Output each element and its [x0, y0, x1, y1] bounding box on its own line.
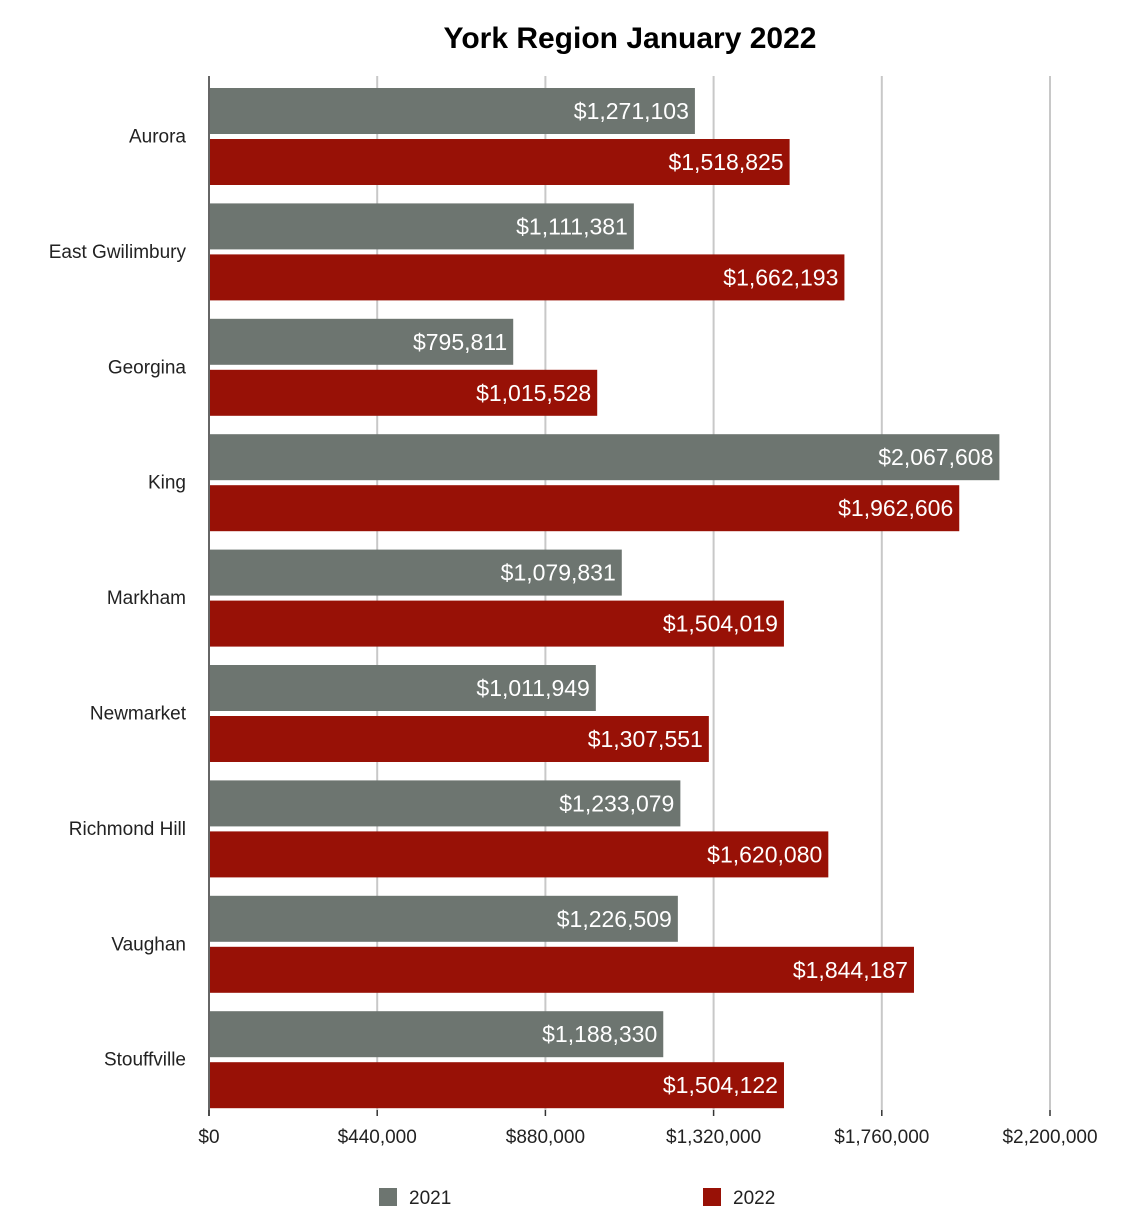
- category-label: Newmarket: [90, 704, 187, 725]
- category-label: Markham: [107, 588, 186, 609]
- bar-2021: [210, 1011, 664, 1058]
- data-label: $1,307,551: [588, 726, 703, 752]
- data-labels: $1,271,103 $1,518,825 $1,111,381 $1,662,193…: [413, 98, 993, 1098]
- data-label: $1,962,606: [838, 495, 953, 521]
- legend-swatch: [703, 1188, 721, 1206]
- x-tick-label: $440,000: [338, 1127, 417, 1148]
- data-label: $1,233,079: [559, 790, 674, 816]
- legend: 2021 2022: [379, 1188, 775, 1209]
- category-label: King: [148, 473, 186, 494]
- category-label: Georgina: [108, 357, 187, 378]
- bar-2021: [210, 434, 1000, 481]
- category-label: Aurora: [129, 127, 186, 148]
- data-label: $1,271,103: [574, 98, 689, 124]
- bar-2022: [210, 254, 845, 301]
- bar-2022: [210, 139, 790, 185]
- data-label: $1,079,831: [501, 560, 616, 586]
- category-label: Richmond Hill: [69, 819, 186, 840]
- x-tick-label: $2,200,000: [1002, 1127, 1097, 1148]
- category-label: Stouffville: [104, 1050, 186, 1071]
- x-tick-label: $0: [198, 1127, 219, 1148]
- data-label: $1,518,825: [668, 149, 783, 175]
- data-label: $1,188,330: [542, 1021, 657, 1047]
- bar-2021: [210, 780, 681, 827]
- data-label: $2,067,608: [878, 444, 993, 470]
- bar-2021: [210, 203, 634, 250]
- category-label: Vaughan: [111, 934, 186, 955]
- data-label: $1,844,187: [793, 957, 908, 983]
- data-label: $1,011,949: [476, 675, 589, 701]
- data-label: $1,226,509: [557, 906, 672, 932]
- legend-swatch: [379, 1188, 397, 1206]
- bar-2022: [210, 485, 960, 532]
- bar-2022: [210, 600, 784, 647]
- bar-2022: [210, 946, 914, 993]
- legend-label: 2022: [733, 1188, 775, 1209]
- chart-title: York Region January 2022: [444, 22, 817, 55]
- bar-2022: [210, 1062, 784, 1109]
- data-label: $1,504,122: [663, 1072, 778, 1098]
- bar-2022: [210, 716, 709, 762]
- x-tick-label: $880,000: [506, 1127, 585, 1148]
- x-tick-label: $1,320,000: [666, 1127, 761, 1148]
- data-label: $1,662,193: [723, 264, 838, 290]
- legend-label: 2021: [409, 1188, 451, 1209]
- data-label: $795,811: [413, 329, 507, 355]
- bar-2021: [210, 549, 622, 596]
- bar-2021: [210, 318, 514, 365]
- bar-2022: [210, 831, 829, 878]
- data-label: $1,111,381: [516, 213, 628, 239]
- bar-2021: [210, 88, 695, 134]
- x-tick-label: $1,760,000: [834, 1127, 929, 1148]
- category-label: East Gwilimbury: [49, 242, 187, 263]
- bar-2021: [210, 665, 596, 711]
- data-label: $1,015,528: [476, 380, 591, 406]
- data-label: $1,620,080: [707, 841, 822, 867]
- data-label: $1,504,019: [663, 611, 778, 637]
- category-labels: Aurora East Gwilimbury Georgina King Markham…: [49, 127, 187, 1071]
- bars: [210, 88, 1000, 1109]
- x-axis-ticks: $0 $440,000 $880,000 $1,320,000 $1,760,000 $2…: [198, 1110, 1098, 1148]
- bar-2021: [210, 895, 678, 942]
- bar-2022: [210, 369, 598, 416]
